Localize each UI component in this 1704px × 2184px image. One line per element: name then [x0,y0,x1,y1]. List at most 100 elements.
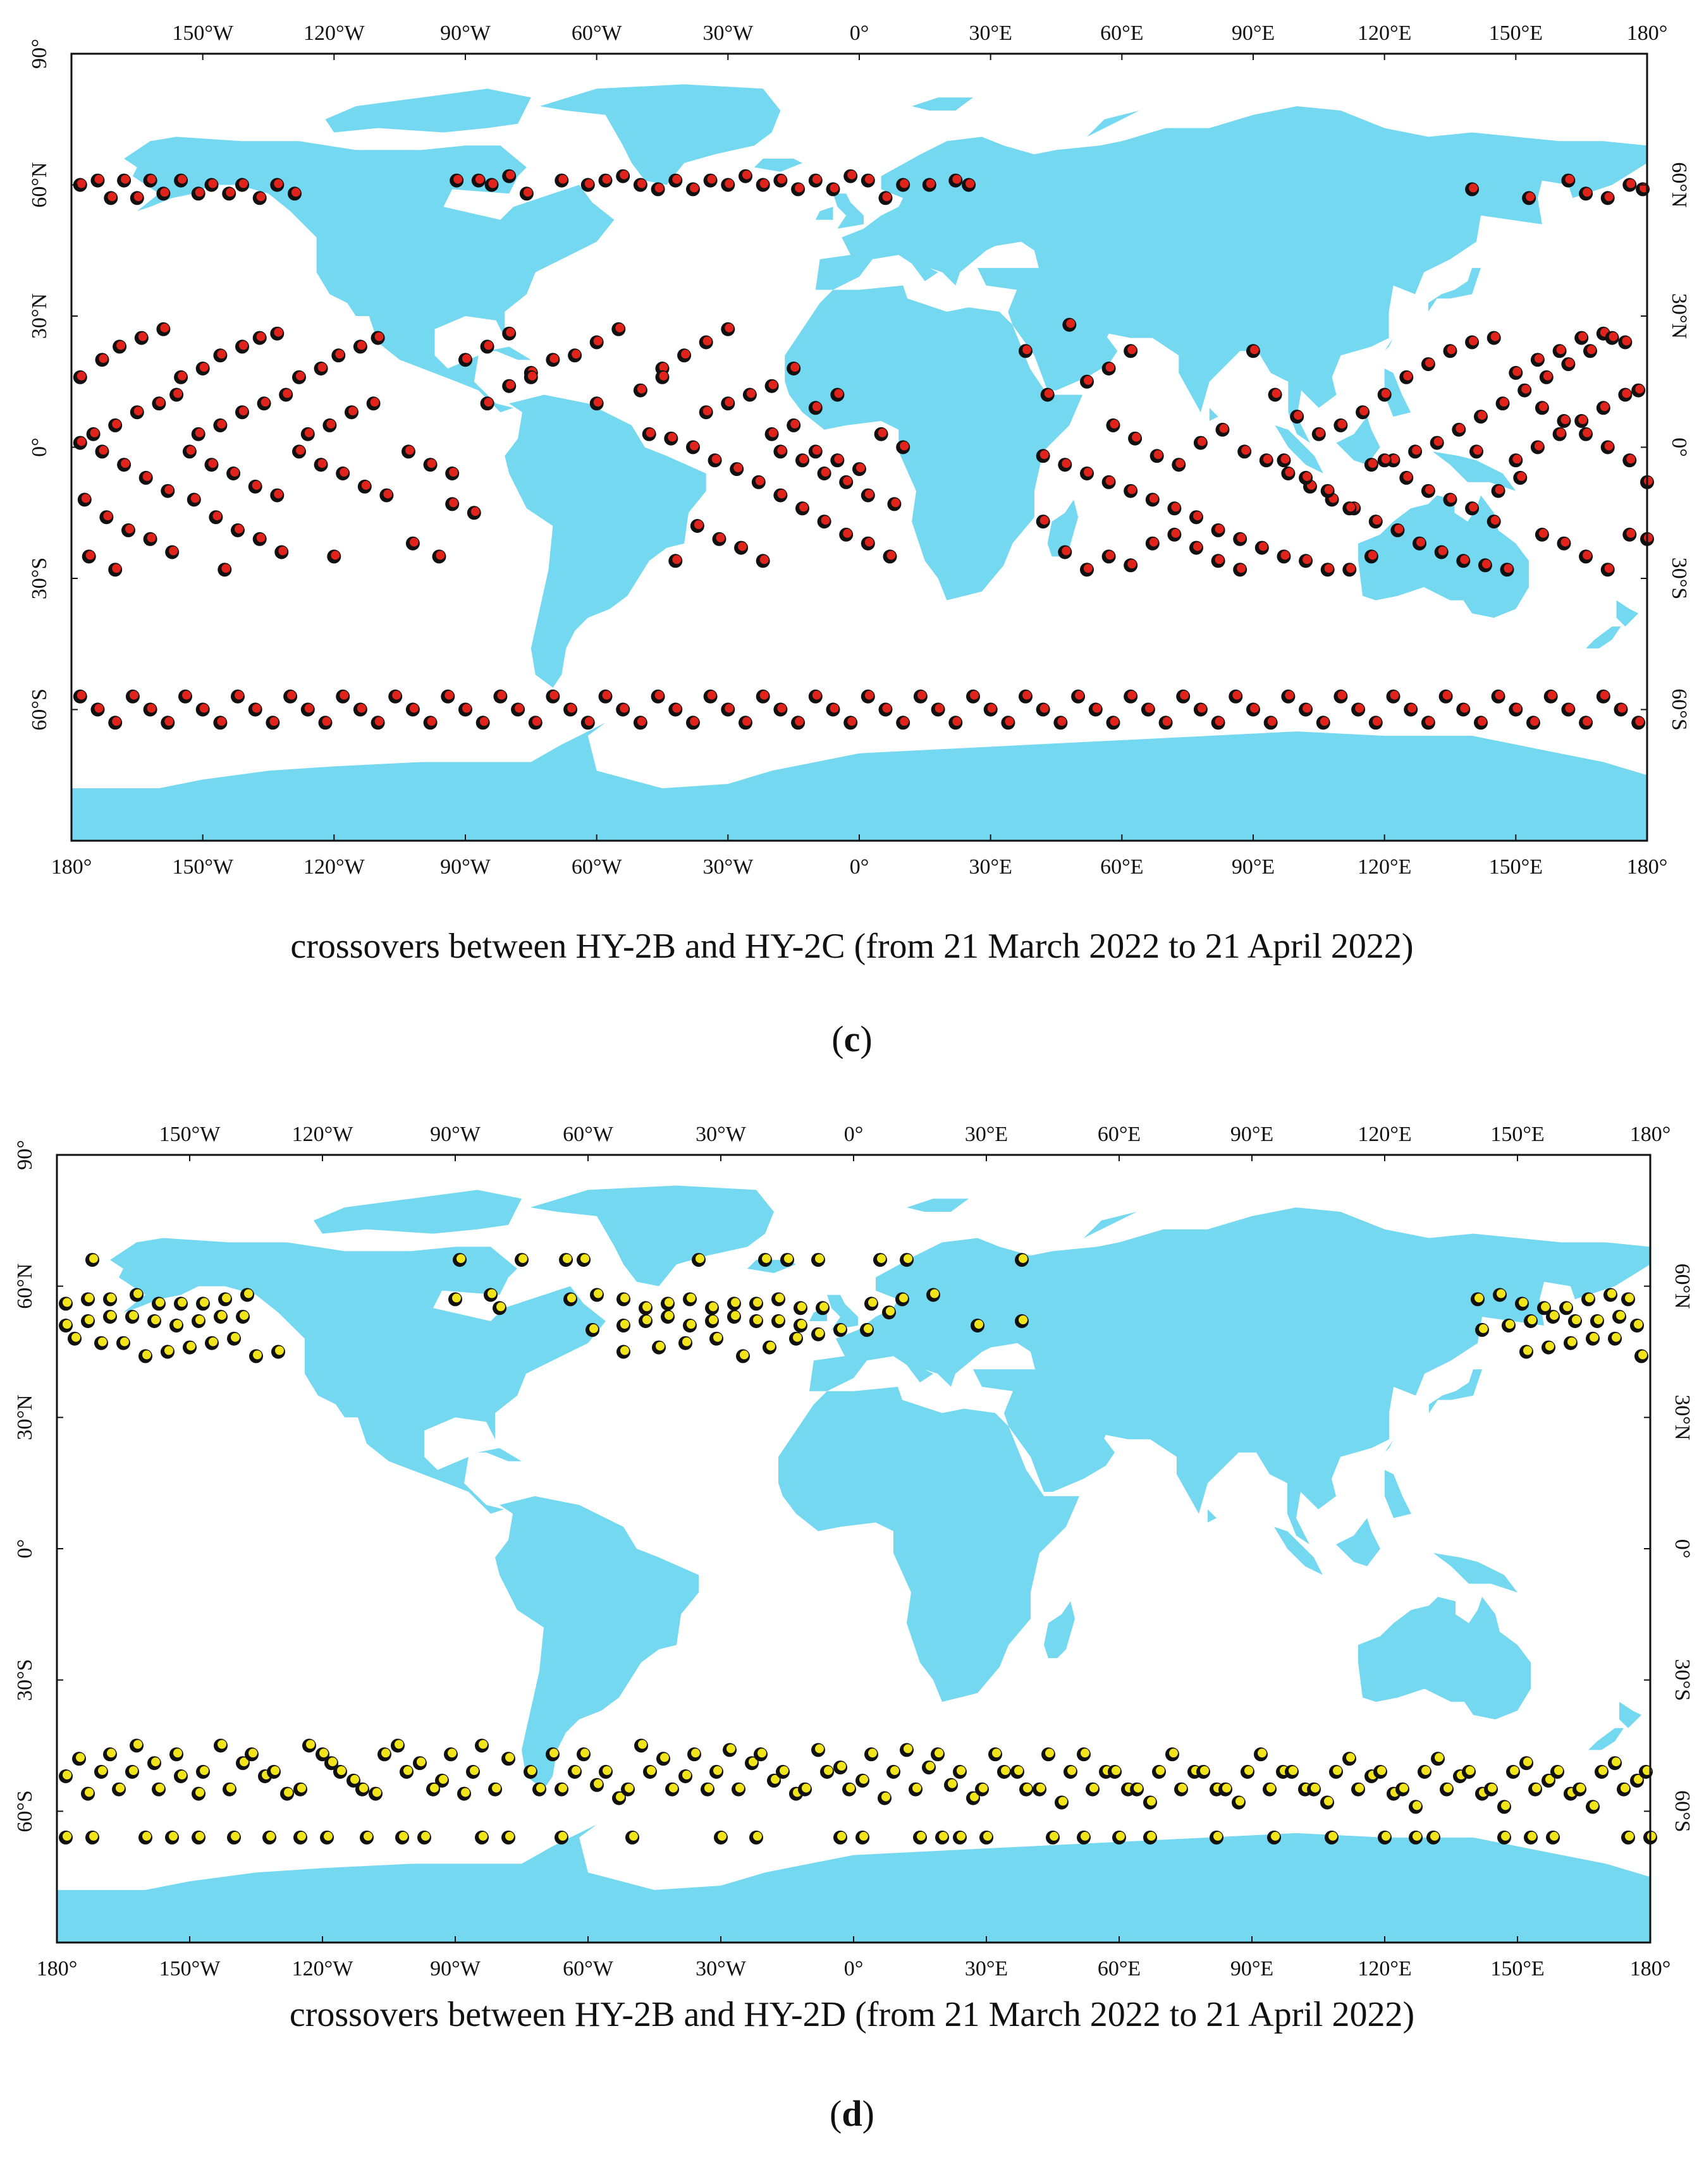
crossover-point-fill [331,551,340,560]
crossover-point-fill [1105,363,1115,372]
crossover-point [300,427,315,441]
crossover-point-fill [824,1766,833,1775]
crossover-point-fill [1127,690,1137,700]
land-eurasia [815,106,1647,443]
crossover-point-fill [107,1311,116,1321]
crossover-point [147,1756,161,1771]
crossover-point [103,1747,117,1762]
crossover-point [82,549,96,564]
crossover-point [72,1752,86,1766]
panel-letter-c: (c) [831,1018,873,1059]
crossover-point-fill [753,1298,762,1307]
crossover-points-d [59,1253,1657,1845]
crossover-point [73,436,87,450]
crossover-point [723,1743,737,1757]
crossover-point [1077,1830,1091,1845]
crossover-point [85,1253,99,1267]
crossover-point-fill [1644,476,1653,485]
land-sri-lanka [1209,408,1218,421]
crossover-point [852,462,866,477]
crossover-point [245,1747,259,1762]
crossover-point [1189,540,1203,555]
crossover-point-fill [1403,371,1413,381]
crossover-point [1176,689,1191,704]
land-south-america [505,394,706,688]
crossover-point-fill [830,704,839,713]
crossover-point-fill [77,437,86,446]
crossover-point-fill [1638,1350,1647,1360]
crossover-point-fill [1550,1831,1559,1841]
crossover-point [130,191,144,205]
crossover-point [988,1747,1002,1762]
crossover-point-fill [1512,454,1522,464]
crossover-point-fill [1521,384,1531,394]
lat-label-right: 30°N [1670,1394,1694,1440]
crossover-point [81,1314,95,1328]
crossover-point-fill [1022,690,1031,700]
crossover-point-fill [625,1783,634,1793]
crossover-point [519,186,534,201]
crossover-point [138,470,153,485]
crossover-point-fill [777,446,787,455]
crossover-point [701,1782,714,1797]
crossover-point-fill [620,170,629,180]
crossover-point-fill [1604,192,1614,202]
crossover-point [1263,716,1278,730]
crossover-point [1552,427,1567,441]
crossover-point [1603,1288,1617,1302]
crossover-point-fill [1112,1766,1120,1775]
crossover-point-fill [602,690,611,700]
panel-c: 180° 150°W 120°W 90°W 60°W 30°W 0° 30°E 60°E 90°E… [28,21,1691,1059]
crossover-point [577,1747,591,1762]
crossover-point-fill [1583,188,1592,197]
lon-label-bottom: 90°W [430,1957,481,1980]
crossover-point [1434,545,1449,559]
crossover-point-fill [917,690,926,700]
crossover-point-fill [496,1302,505,1312]
lon-label-top: 30°W [696,1123,747,1146]
crossover-point [1583,344,1597,358]
crossover-point-fill [1092,704,1101,713]
crossover-point [117,173,132,188]
crossover-point-fill [711,454,721,464]
crossover-point-fill [620,704,629,713]
crossover-point [839,475,854,489]
crossover-point-fill [240,1311,248,1321]
crossover-point [147,1314,161,1328]
crossover-point [103,1292,117,1307]
crossover-point-fill [256,192,266,202]
crossover-point-fill [952,717,962,726]
crossover-point [1484,1782,1498,1797]
crossover-point [161,716,175,730]
crossover-point-fill [505,1831,514,1841]
crossover-point [721,702,735,717]
lon-label-top: 120°E [1358,21,1411,45]
crossover-point [423,716,438,730]
crossover-point [532,1782,546,1797]
crossover-point [1438,689,1453,704]
crossover-point [1215,422,1230,437]
crossover-point [138,1349,152,1363]
crossover-point-fill [536,1783,545,1793]
crossover-point [391,1738,405,1753]
crossover-point-fill [317,363,327,372]
crossover-point [1631,383,1646,398]
lon-label-top: 30°E [969,21,1012,45]
crossover-point [758,1253,772,1267]
crossover-point-fill [1438,546,1447,556]
crossover-point-fill [691,1748,700,1758]
crossover-point-fill [549,690,559,700]
crossover-point-fill [1523,1346,1532,1355]
crossover-point-fill [1110,717,1119,726]
crossover-point-fill [374,717,384,726]
crossover-point [661,1310,675,1324]
crossover-point [223,1782,236,1797]
crossover-point-fill [1271,1831,1280,1841]
crossover-point [948,173,963,188]
crossover-point-fill [1403,472,1413,481]
crossover-point [909,1782,922,1797]
crossover-point-fill [725,704,734,713]
lon-label-top: 120°W [303,21,365,45]
crossover-point [502,326,517,341]
crossover-point-fill [269,717,279,726]
